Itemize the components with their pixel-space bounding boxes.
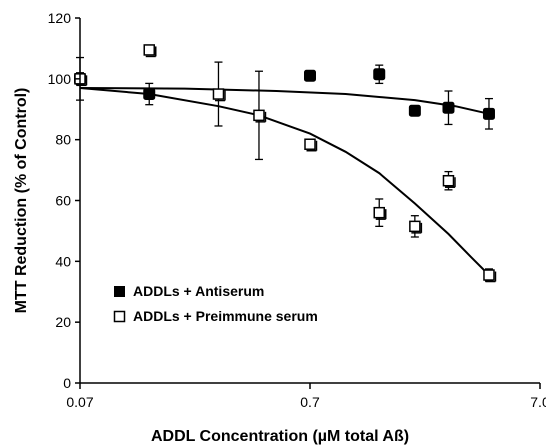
point-preimmune (409, 220, 421, 233)
x-tick-label: 0.7 (300, 394, 320, 410)
point-antiserum (143, 88, 156, 101)
y-tick-label: 100 (48, 71, 72, 87)
y-tick-label: 20 (55, 314, 71, 330)
y-tick-label: 120 (48, 10, 72, 26)
point-antiserum (304, 69, 316, 82)
point-preimmune (483, 269, 495, 281)
x-axis-ticks: 0.07 0.7 7.0 (66, 383, 546, 410)
data-points (74, 44, 497, 283)
y-tick-label: 60 (55, 193, 71, 209)
x-tick-label: 0.07 (66, 394, 93, 410)
x-tick-label: 7.0 (530, 394, 546, 410)
point-antiserum (373, 68, 386, 81)
error-bars (76, 46, 493, 282)
y-axis-ticks: 0 20 40 60 80 100 120 (48, 10, 80, 391)
point-preimmune (253, 109, 265, 122)
fit-curve-preimmune (79, 87, 490, 276)
point-preimmune (442, 174, 455, 187)
fit-lines (79, 87, 490, 276)
y-tick-label: 40 (55, 253, 71, 269)
point-preimmune (212, 88, 225, 100)
legend-label-antiserum: ADDLs + Antiserum (133, 283, 264, 299)
legend-label-preimmune: ADDLs + Preimmune serum (133, 308, 318, 324)
legend-marker-antiserum (114, 286, 125, 297)
fit-curve-antiserum (79, 87, 490, 115)
y-tick-label: 0 (63, 375, 71, 391)
x-axis-title: ADDL Concentration (µM total Aß) (151, 428, 409, 445)
point-preimmune (304, 138, 316, 150)
y-axis-title: MTT Reduction (% of Control) (13, 88, 30, 314)
legend-marker-preimmune (113, 310, 126, 323)
point-antiserum (442, 101, 455, 114)
point-preimmune (373, 206, 385, 219)
point-antiserum (482, 107, 495, 120)
y-tick-label: 80 (55, 132, 71, 148)
point-preimmune (143, 44, 155, 56)
point-antiserum (408, 104, 421, 117)
legend: ADDLs + Antiserum ADDLs + Preimmune serum (113, 283, 318, 324)
